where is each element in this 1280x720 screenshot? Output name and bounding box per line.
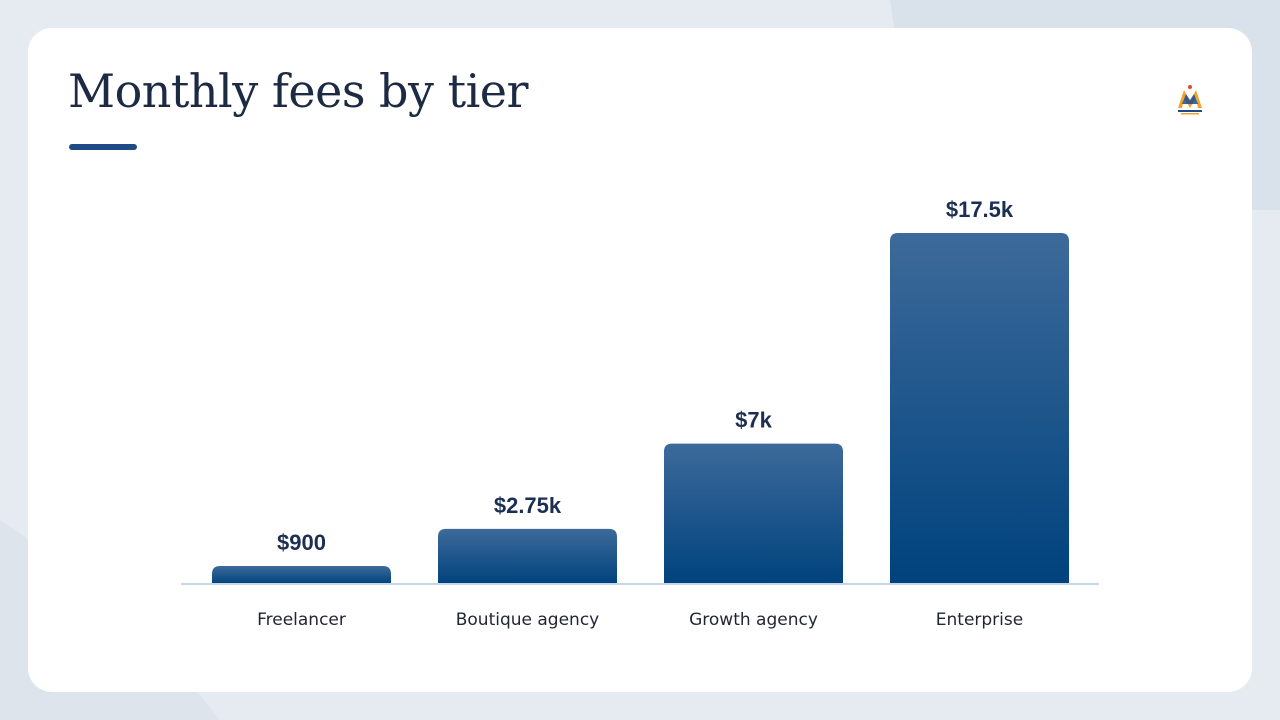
- bar-value-label: $2.75k: [494, 493, 562, 518]
- bar-value-label: $900: [277, 530, 326, 555]
- bar-boutique-agency: [438, 528, 617, 584]
- bar-chart: $900 Freelancer $2.75k Boutique agency $7k Gr…: [181, 197, 1099, 630]
- slide-card: Monthly fees by tier $900 Freelancer $2.75…: [28, 28, 1252, 692]
- bars-layer: [212, 233, 1069, 584]
- bar-enterprise: [890, 233, 1069, 584]
- title-underline: [69, 144, 137, 150]
- x-axis-tick-label: Boutique agency: [456, 610, 600, 630]
- x-axis-tick-label: Enterprise: [936, 610, 1023, 630]
- x-axis-tick-label: Freelancer: [257, 610, 346, 630]
- slide-title: Monthly fees by tier: [68, 64, 529, 118]
- bar-value-label: $17.5k: [946, 197, 1014, 222]
- labels-layer: $900 Freelancer $2.75k Boutique agency $7k Gr…: [257, 197, 1023, 630]
- bar-growth-agency: [664, 443, 843, 584]
- bar-freelancer: [212, 565, 391, 584]
- company-logo-icon: [1178, 85, 1202, 115]
- bar-value-label: $7k: [735, 408, 772, 433]
- x-axis-tick-label: Growth agency: [689, 610, 818, 630]
